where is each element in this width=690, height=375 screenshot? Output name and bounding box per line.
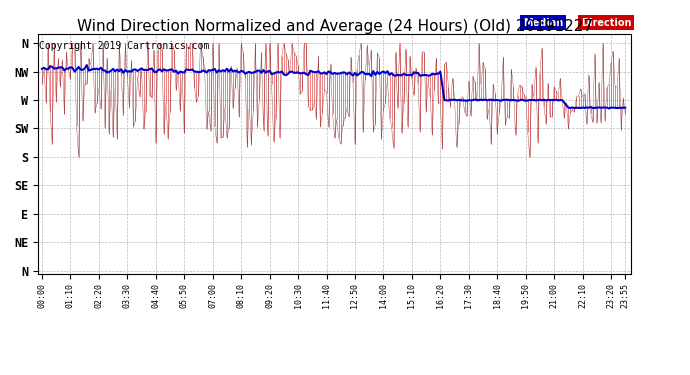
Text: Median: Median: [523, 18, 563, 28]
Text: Copyright 2019 Cartronics.com: Copyright 2019 Cartronics.com: [39, 41, 209, 51]
Title: Wind Direction Normalized and Average (24 Hours) (Old) 20191227: Wind Direction Normalized and Average (2…: [77, 19, 593, 34]
Text: Direction: Direction: [581, 18, 631, 28]
